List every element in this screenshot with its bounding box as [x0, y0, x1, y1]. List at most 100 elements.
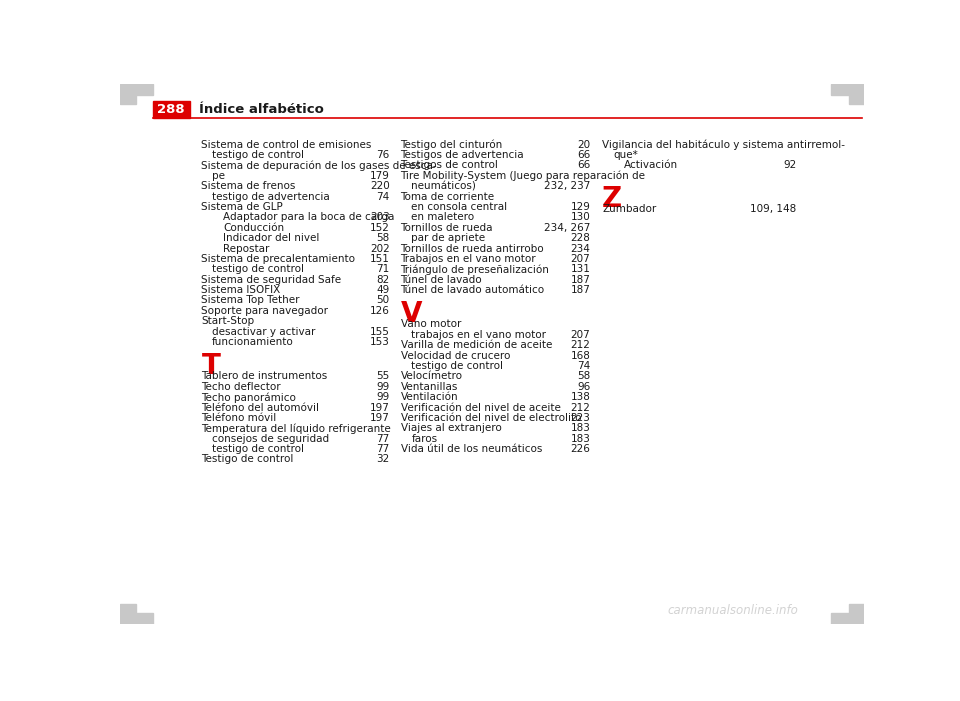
- Text: 168: 168: [570, 350, 590, 360]
- Text: Teléfono móvil: Teléfono móvil: [202, 413, 276, 423]
- Text: 74: 74: [577, 361, 590, 371]
- Bar: [120, 84, 153, 95]
- Text: Repostar: Repostar: [223, 243, 270, 254]
- Text: 234: 234: [570, 243, 590, 254]
- Text: 212: 212: [570, 340, 590, 350]
- Text: Tornillos de rueda: Tornillos de rueda: [400, 223, 493, 233]
- Text: 153: 153: [370, 337, 390, 347]
- Text: Testigos de control: Testigos de control: [400, 161, 498, 170]
- Text: Sistema de seguridad Safe: Sistema de seguridad Safe: [202, 275, 342, 285]
- Text: Trabajos en el vano motor: Trabajos en el vano motor: [400, 254, 537, 264]
- Text: 66: 66: [577, 150, 590, 160]
- Text: Ventilación: Ventilación: [400, 392, 458, 402]
- Bar: [849, 604, 864, 613]
- Text: 197: 197: [370, 413, 390, 423]
- Text: Verificación del nivel de electrolito: Verificación del nivel de electrolito: [400, 413, 581, 423]
- Text: 203: 203: [370, 212, 390, 222]
- Text: 129: 129: [570, 202, 590, 212]
- Text: Sistema Top Tether: Sistema Top Tether: [202, 296, 300, 306]
- Text: 58: 58: [376, 233, 390, 243]
- Text: 232, 237: 232, 237: [544, 181, 590, 191]
- Text: 207: 207: [570, 329, 590, 340]
- Text: 288: 288: [157, 103, 185, 116]
- Text: en maletero: en maletero: [412, 212, 474, 222]
- Text: 49: 49: [376, 285, 390, 295]
- Text: Testigos de advertencia: Testigos de advertencia: [400, 150, 524, 160]
- Text: pe: pe: [212, 171, 226, 181]
- Text: 223: 223: [570, 413, 590, 423]
- Text: Tablero de instrumentos: Tablero de instrumentos: [202, 372, 327, 381]
- Text: 50: 50: [376, 296, 390, 306]
- Text: Túnel de lavado automático: Túnel de lavado automático: [400, 285, 544, 295]
- Text: 183: 183: [570, 423, 590, 433]
- Text: 99: 99: [376, 392, 390, 402]
- Text: 76: 76: [376, 150, 390, 160]
- Text: Techo panorámico: Techo panorámico: [202, 392, 297, 402]
- Text: Tornillos de rueda antirrobo: Tornillos de rueda antirrobo: [400, 243, 544, 254]
- Text: Techo deflector: Techo deflector: [202, 382, 281, 392]
- Text: 212: 212: [570, 402, 590, 412]
- Text: desactivar y activar: desactivar y activar: [212, 327, 316, 336]
- Text: Temperatura del líquido refrigerante: Temperatura del líquido refrigerante: [202, 423, 391, 434]
- Text: 20: 20: [577, 139, 590, 149]
- Text: testigo de control: testigo de control: [412, 361, 503, 371]
- Bar: [831, 84, 864, 95]
- Text: faros: faros: [412, 434, 438, 444]
- Text: 183: 183: [570, 434, 590, 444]
- Text: 187: 187: [570, 285, 590, 295]
- Text: 152: 152: [370, 223, 390, 233]
- Text: en consola central: en consola central: [412, 202, 508, 212]
- Text: 126: 126: [370, 306, 390, 316]
- Text: 234, 267: 234, 267: [544, 223, 590, 233]
- Text: 96: 96: [577, 382, 590, 392]
- Text: Start-Stop: Start-Stop: [202, 316, 254, 326]
- Text: 130: 130: [570, 212, 590, 222]
- Text: Ventanillas: Ventanillas: [400, 382, 458, 392]
- Text: Velocímetro: Velocímetro: [400, 372, 463, 381]
- Text: 220: 220: [370, 181, 390, 191]
- Text: neumáticos): neumáticos): [412, 181, 476, 191]
- Text: 138: 138: [570, 392, 590, 402]
- Text: Varilla de medición de aceite: Varilla de medición de aceite: [400, 340, 552, 350]
- Text: Activación: Activación: [624, 161, 678, 170]
- Text: Teléfono del automóvil: Teléfono del automóvil: [202, 402, 320, 412]
- Text: 202: 202: [370, 243, 390, 254]
- Text: 228: 228: [570, 233, 590, 243]
- Text: 207: 207: [570, 254, 590, 264]
- Bar: [849, 95, 864, 104]
- Text: que*: que*: [612, 150, 637, 160]
- Text: Sistema de depuración de los gases de esca-: Sistema de depuración de los gases de es…: [202, 161, 437, 171]
- Text: 131: 131: [570, 264, 590, 274]
- Text: Testigo del cinturón: Testigo del cinturón: [400, 139, 503, 150]
- Text: 109, 148: 109, 148: [751, 204, 797, 214]
- Text: Triángulo de preseñalización: Triángulo de preseñalización: [400, 264, 549, 275]
- Text: Soporte para navegador: Soporte para navegador: [202, 306, 328, 316]
- Text: 66: 66: [577, 161, 590, 170]
- Text: trabajos en el vano motor: trabajos en el vano motor: [412, 329, 546, 340]
- Text: Zumbador: Zumbador: [602, 204, 657, 214]
- Text: 55: 55: [376, 372, 390, 381]
- Text: Toma de corriente: Toma de corriente: [400, 191, 494, 201]
- Text: 99: 99: [376, 382, 390, 392]
- Bar: [120, 604, 135, 613]
- Text: Testigo de control: Testigo de control: [202, 454, 294, 465]
- Text: 151: 151: [370, 254, 390, 264]
- Text: 197: 197: [370, 402, 390, 412]
- Text: Índice alfabético: Índice alfabético: [199, 103, 324, 116]
- Text: testigo de control: testigo de control: [212, 444, 304, 454]
- Text: testigo de advertencia: testigo de advertencia: [212, 191, 330, 201]
- Text: carmanualsonline.info: carmanualsonline.info: [667, 604, 798, 617]
- Text: 74: 74: [376, 191, 390, 201]
- Text: Viajes al extranjero: Viajes al extranjero: [400, 423, 501, 433]
- Text: testigo de control: testigo de control: [212, 264, 304, 274]
- Text: Velocidad de crucero: Velocidad de crucero: [400, 350, 510, 360]
- Text: Indicador del nivel: Indicador del nivel: [223, 233, 320, 243]
- Text: funcionamiento: funcionamiento: [212, 337, 294, 347]
- Text: 187: 187: [570, 275, 590, 285]
- Text: T: T: [202, 352, 220, 380]
- Text: 82: 82: [376, 275, 390, 285]
- Text: testigo de control: testigo de control: [212, 150, 304, 160]
- Text: 179: 179: [370, 171, 390, 181]
- Text: 77: 77: [376, 444, 390, 454]
- Text: Túnel de lavado: Túnel de lavado: [400, 275, 482, 285]
